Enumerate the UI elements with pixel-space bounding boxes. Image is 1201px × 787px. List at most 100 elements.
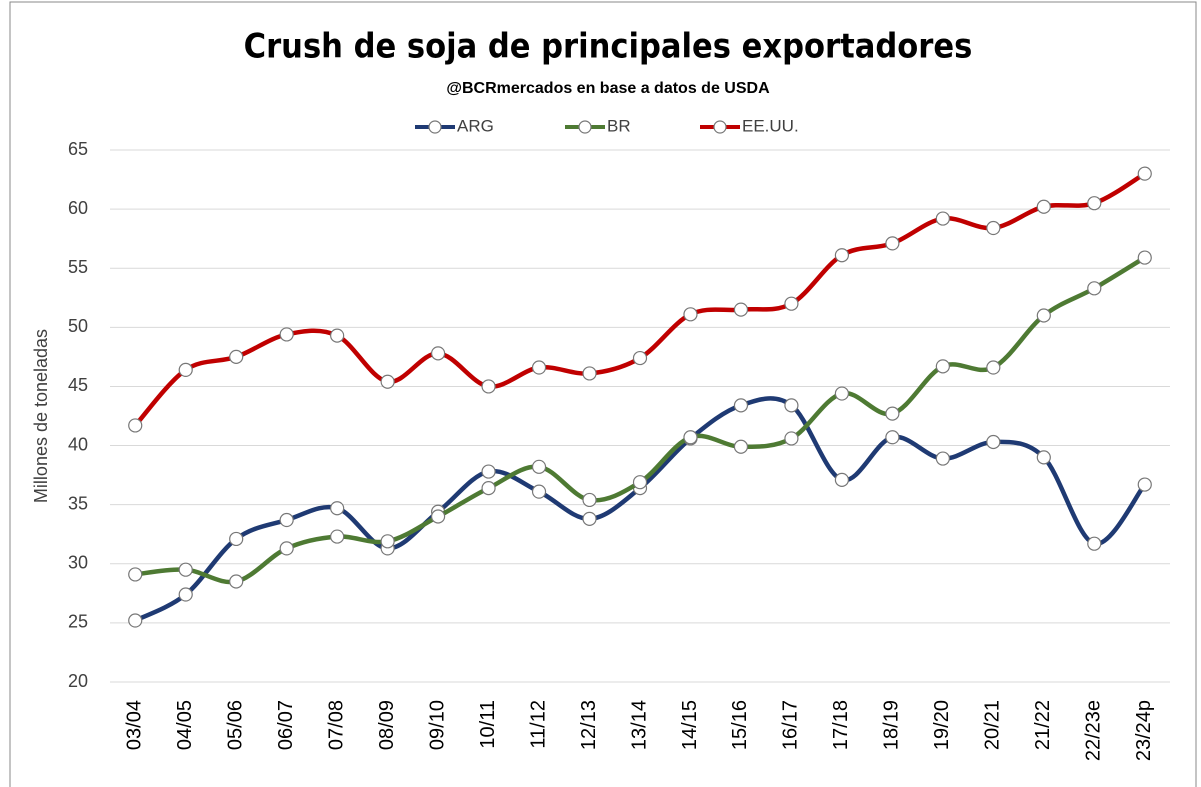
x-tick-label: 18/19 — [881, 700, 903, 750]
legend-label: ARG — [457, 116, 494, 135]
data-point — [430, 346, 446, 361]
x-tick-label: 15/16 — [729, 700, 751, 750]
x-tick-label: 10/11 — [477, 700, 499, 749]
data-point — [178, 362, 193, 377]
x-tick-label: 06/07 — [275, 700, 297, 750]
data-point — [531, 360, 547, 375]
x-tick-label: 03/04 — [124, 700, 146, 750]
data-point — [481, 464, 496, 479]
data-point — [885, 236, 900, 251]
data-point — [1087, 196, 1102, 211]
data-point — [582, 366, 597, 381]
x-tick-label: 07/08 — [325, 700, 347, 750]
data-point — [784, 296, 799, 311]
x-tick-label: 23/24p — [1133, 700, 1155, 761]
data-point — [1036, 199, 1051, 214]
data-point — [229, 531, 244, 547]
y-tick-label: 55 — [68, 257, 88, 277]
y-tick-label: 25 — [68, 612, 88, 632]
data-point — [1036, 450, 1051, 465]
y-tick-label: 65 — [68, 139, 88, 159]
y-tick-label: 50 — [68, 316, 88, 336]
series-line — [133, 171, 1146, 427]
data-point — [632, 475, 648, 490]
x-tick-label: 21/22 — [1032, 700, 1054, 750]
chart-subtitle: @BCRmercados en base a datos de USDA — [446, 80, 770, 97]
x-tick-label: 22/23e — [1083, 700, 1105, 761]
data-point — [784, 431, 799, 446]
data-point — [784, 398, 799, 413]
data-point — [834, 472, 850, 487]
data-point — [229, 574, 244, 589]
data-point — [531, 484, 547, 499]
y-tick-label: 45 — [68, 375, 88, 395]
data-point — [733, 398, 749, 413]
y-tick-label: 35 — [68, 493, 88, 513]
legend-marker — [713, 120, 727, 134]
data-point — [683, 307, 698, 322]
data-point — [632, 350, 648, 366]
data-point — [1087, 536, 1102, 551]
data-point — [279, 327, 294, 342]
data-point — [1036, 308, 1051, 323]
data-point — [1087, 281, 1102, 296]
x-tick-label: 04/05 — [174, 700, 196, 750]
data-point — [481, 379, 496, 394]
data-point — [935, 359, 950, 374]
y-tick-label: 20 — [68, 671, 88, 691]
legend-label: BR — [607, 116, 631, 135]
data-point — [279, 541, 294, 556]
data-point — [279, 512, 294, 528]
data-point — [531, 459, 547, 474]
legend-marker — [578, 120, 592, 134]
data-point — [733, 439, 749, 454]
data-point — [834, 386, 850, 401]
data-point — [430, 509, 446, 524]
data-point — [986, 360, 1001, 375]
x-tick-label: 17/18 — [830, 700, 852, 750]
series-line — [134, 396, 1147, 623]
data-point — [834, 248, 850, 263]
x-tick-label: 08/09 — [376, 700, 398, 750]
data-point — [178, 587, 193, 602]
x-tick-label: 13/14 — [628, 700, 650, 750]
data-point — [582, 511, 597, 526]
y-tick-label: 30 — [68, 553, 88, 573]
data-point — [885, 406, 900, 421]
x-tick-label: 05/06 — [224, 700, 246, 750]
data-point — [128, 567, 143, 582]
data-point — [733, 302, 749, 317]
y-axis-label: Millones de toneladas — [31, 329, 51, 503]
data-point — [330, 501, 345, 516]
x-tick-label: 11/12 — [527, 700, 549, 749]
data-point — [986, 434, 1001, 450]
y-tick-label: 60 — [68, 198, 88, 218]
x-tick-label: 12/13 — [578, 700, 600, 750]
data-point — [481, 481, 496, 496]
x-tick-label: 16/17 — [780, 700, 802, 750]
data-point — [128, 418, 143, 433]
legend-marker — [428, 120, 442, 134]
data-point — [582, 492, 597, 508]
x-tick-label: 14/15 — [679, 700, 701, 750]
data-point — [986, 220, 1001, 236]
data-point — [683, 430, 698, 445]
y-tick-label: 40 — [68, 434, 88, 454]
chart-border — [9, 1, 1197, 787]
data-point — [935, 451, 950, 466]
data-point — [178, 562, 193, 577]
x-tick-label: 20/21 — [982, 700, 1004, 750]
data-point — [330, 529, 345, 544]
data-point — [229, 349, 244, 364]
data-point — [1137, 477, 1152, 492]
data-point — [380, 534, 395, 549]
data-point — [380, 374, 395, 389]
legend-label: EE.UU. — [742, 116, 799, 135]
data-point — [1137, 250, 1152, 265]
data-point — [935, 211, 950, 226]
data-point — [330, 328, 345, 343]
data-point — [1137, 166, 1152, 181]
data-point — [885, 430, 900, 445]
x-tick-label: 19/20 — [931, 700, 953, 750]
